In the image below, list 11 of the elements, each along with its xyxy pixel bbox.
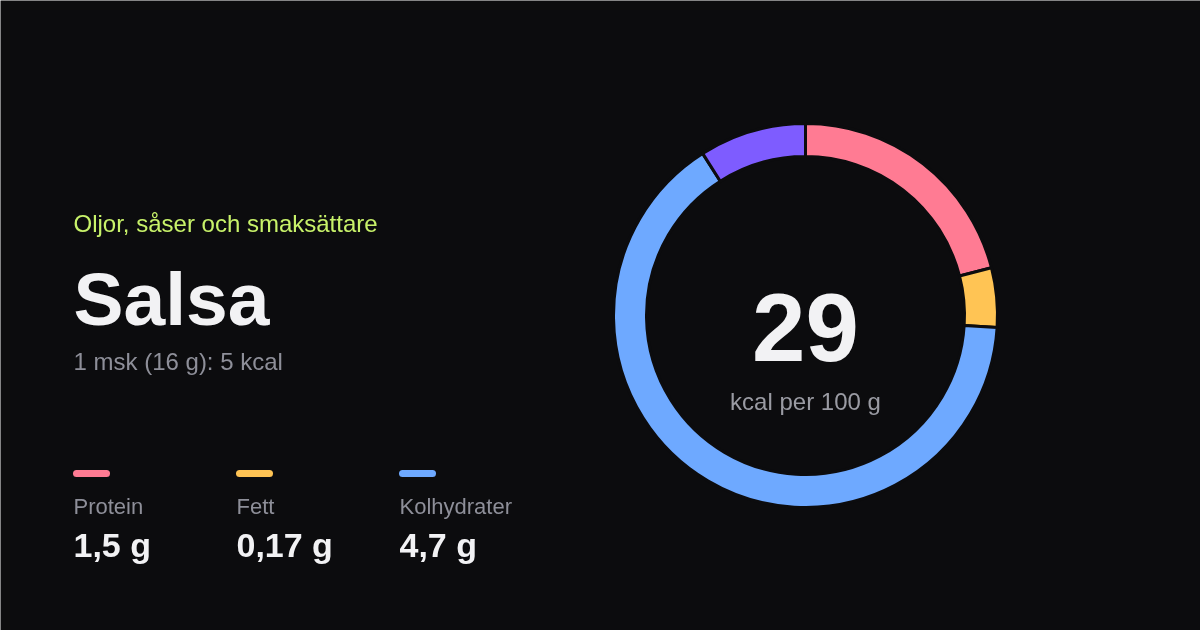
text: 0,17 g bbox=[236, 525, 333, 564]
text: 29 bbox=[752, 273, 859, 381]
legend-label: Protein bbox=[73, 493, 144, 519]
text: kcal per 100 g bbox=[730, 387, 881, 415]
legend-label: Kolhydrater bbox=[399, 493, 513, 519]
text: 1 msk (16 g): 5 kcal bbox=[73, 347, 283, 375]
text: 4,7 g bbox=[399, 525, 477, 564]
legend-label: Fett bbox=[236, 493, 275, 519]
text: Oljor, såser och smaksättare bbox=[73, 209, 378, 237]
text: Salsa bbox=[73, 257, 271, 341]
text: 1,5 g bbox=[73, 525, 151, 564]
